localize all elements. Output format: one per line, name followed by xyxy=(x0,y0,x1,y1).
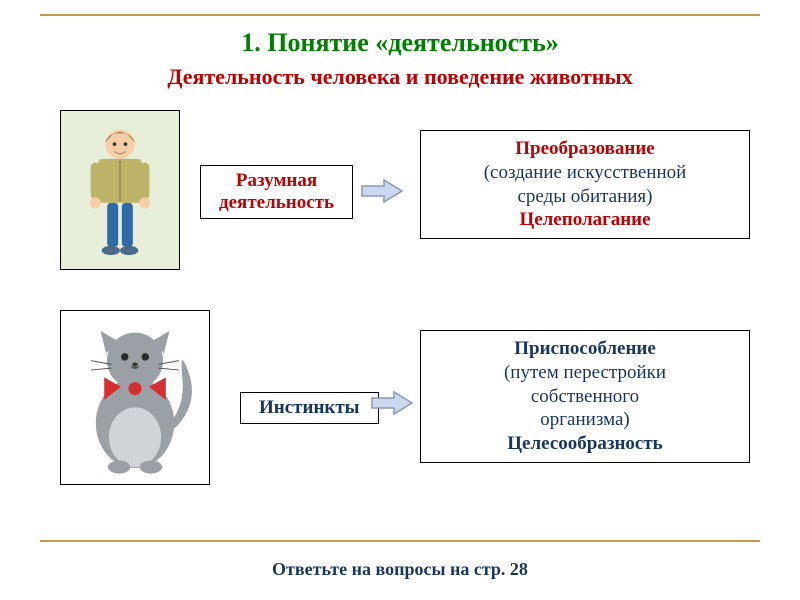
cat-label-box: Инстинкты xyxy=(240,392,379,424)
footer-note: Ответьте на вопросы на стр. 28 xyxy=(0,559,800,580)
cat-icon xyxy=(65,315,205,480)
cat-result-mid2: собственного xyxy=(433,385,737,409)
human-result-hl1: Преобразование xyxy=(433,137,737,161)
cat-label: Инстинкты xyxy=(259,397,360,418)
human-result-mid1: (создание искусственной xyxy=(433,161,737,185)
human-label-box: Разумная деятельность xyxy=(200,165,353,219)
arrow-human xyxy=(360,178,404,204)
cat-image xyxy=(60,310,210,485)
human-result-box: Преобразование (создание искусственной с… xyxy=(420,130,750,239)
cat-result-box: Приспособление (путем перестройки собств… xyxy=(420,330,750,463)
cat-result-hl2: Целесообразность xyxy=(433,432,737,456)
hr-top xyxy=(40,14,760,16)
human-image xyxy=(60,110,180,270)
page-title: 1. Понятие «деятельность» xyxy=(0,28,800,58)
human-label-line1: Разумная xyxy=(236,170,317,191)
cat-result-mid3: организма) xyxy=(433,408,737,432)
hr-bottom xyxy=(40,540,760,542)
cat-result-hl1: Приспособление xyxy=(433,337,737,361)
human-result-hl2: Целеполагание xyxy=(433,208,737,232)
boy-icon xyxy=(65,115,175,265)
page-subtitle: Деятельность человека и поведение животн… xyxy=(0,64,800,90)
human-result-mid2: среды обитания) xyxy=(433,185,737,209)
cat-result-mid1: (путем перестройки xyxy=(433,361,737,385)
arrow-cat xyxy=(370,390,414,416)
human-label-line2: деятельность xyxy=(219,192,334,213)
